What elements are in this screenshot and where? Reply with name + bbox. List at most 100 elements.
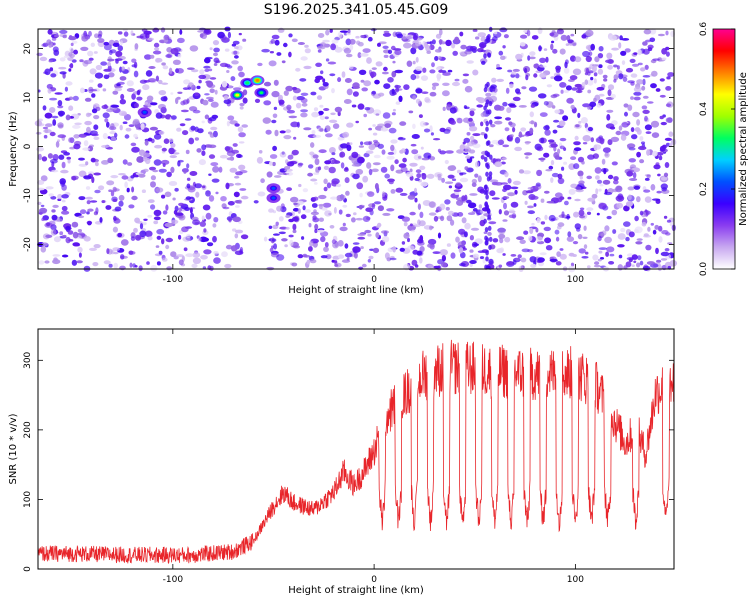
spectrogram-cell	[582, 142, 588, 145]
spectrogram-cell	[263, 100, 272, 106]
spectrogram-cell	[131, 93, 136, 100]
spectrogram-cell	[211, 178, 220, 183]
spectrogram-cell	[464, 85, 473, 93]
spectrogram-cell	[545, 56, 549, 63]
spectrogram-cell	[97, 38, 105, 43]
spectrogram-cell	[166, 266, 173, 271]
spectrogram-cell	[426, 173, 435, 179]
spectrogram-cell	[420, 75, 429, 81]
spectrogram-cell	[310, 211, 319, 216]
spectrogram-cell	[162, 163, 166, 167]
spectrogram-cell	[598, 250, 603, 254]
spectrogram-cell	[199, 69, 205, 75]
spectrogram-cell	[182, 87, 189, 90]
spectrogram-cell	[382, 212, 391, 216]
spectrogram-cell	[535, 227, 539, 233]
spectrogram-cell	[514, 146, 522, 152]
spectrogram-cell	[540, 137, 545, 144]
spectrogram-cell	[494, 116, 503, 120]
spectrogram-cell	[488, 221, 497, 225]
spectrogram-band-cell	[485, 194, 489, 200]
spectrogram-cell	[525, 74, 529, 81]
spectrogram-cell	[313, 196, 319, 201]
spectrogram-cell	[61, 161, 66, 169]
spectrogram-cell	[269, 154, 278, 159]
spectrogram-cell	[366, 162, 372, 169]
spectrogram-cell	[349, 44, 354, 51]
spectrogram-cell	[568, 188, 576, 195]
spectrogram-cell	[539, 72, 547, 79]
spectrogram-cell	[380, 166, 388, 173]
spectrogram-cell	[394, 159, 399, 165]
spectrogram-cell	[38, 260, 45, 265]
spectrogram-cell	[362, 48, 371, 53]
spectrogram-cell	[221, 80, 228, 88]
spectrogram-cell	[123, 31, 129, 37]
spectrogram-cell	[638, 146, 647, 151]
spectrogram-cell	[198, 159, 206, 166]
spectrogram-cell	[194, 183, 202, 189]
spectrogram-cell	[237, 154, 243, 158]
spectrogram-cell	[494, 182, 503, 186]
spectrogram-cell	[641, 105, 648, 110]
spectrogram-cell	[448, 185, 453, 189]
spectrogram-cell	[165, 237, 173, 243]
spectrogram-cell	[131, 195, 138, 201]
spectrogram-cell	[410, 47, 417, 55]
spectrogram-cell	[620, 134, 627, 141]
spectrogram-band-cell	[488, 119, 493, 125]
spectrogram-cell	[557, 177, 565, 185]
spectrogram-cell	[212, 40, 220, 46]
spectrogram-cell	[204, 114, 210, 120]
spectrogram-cell	[155, 112, 163, 119]
spectrogram-cell	[104, 104, 108, 109]
spectrogram-cell	[521, 86, 527, 90]
spectrogram-cell	[205, 212, 212, 220]
spectrogram-cell	[414, 177, 420, 182]
spectrogram-cell	[71, 40, 78, 44]
spectrogram-cell	[207, 144, 217, 149]
spectrogram-cell	[577, 234, 583, 240]
spectrogram-cell	[186, 233, 191, 239]
spectrogram-cell	[603, 78, 608, 82]
spectrogram-cell	[594, 261, 600, 265]
spectrogram-cell	[500, 55, 506, 60]
spectrogram-cell	[479, 42, 487, 49]
spectrogram-cell	[324, 242, 329, 248]
spectrogram-cell	[630, 73, 638, 78]
spectrogram-cell	[201, 120, 205, 124]
spectrogram-cell	[71, 259, 78, 266]
spectrogram-cell	[325, 254, 332, 260]
spectrogram-cell	[434, 172, 443, 178]
spectrogram-cell	[65, 81, 73, 86]
spectrogram-cell	[76, 260, 83, 264]
spectrogram-cell	[361, 87, 369, 92]
spectrogram-cell	[40, 175, 48, 182]
spectrogram-cell	[318, 149, 327, 154]
spectrogram-cell	[93, 124, 99, 130]
spectrogram-cell	[642, 109, 650, 114]
spectrogram-cell	[554, 192, 563, 198]
spectrogram-band-cell	[487, 214, 491, 220]
spectrogram-cell	[395, 31, 402, 37]
spectrogram-cell	[192, 257, 201, 264]
spectrogram-cell	[297, 42, 305, 45]
spectrogram-cell	[202, 99, 209, 106]
spectrogram-cell	[506, 107, 512, 114]
spectrogram-cell	[543, 125, 550, 131]
spectrogram-cell	[524, 67, 528, 74]
spectrogram-cell	[334, 264, 339, 267]
spectrogram-cell	[565, 59, 569, 65]
spectrogram-cell	[232, 228, 237, 232]
spectrogram-cell	[138, 173, 146, 178]
spectrogram-cell	[555, 236, 560, 242]
spectrogram-cell	[42, 105, 47, 111]
spectrogram-cell	[161, 257, 168, 262]
spectrogram-cell	[464, 222, 471, 230]
spectrogram-cell	[621, 122, 629, 128]
spectrogram-cell	[482, 258, 486, 264]
spectrogram-cell	[108, 263, 113, 268]
spectrogram-cell	[652, 58, 660, 61]
spectrogram-cell	[499, 238, 504, 244]
spectrogram-cell	[389, 257, 397, 261]
